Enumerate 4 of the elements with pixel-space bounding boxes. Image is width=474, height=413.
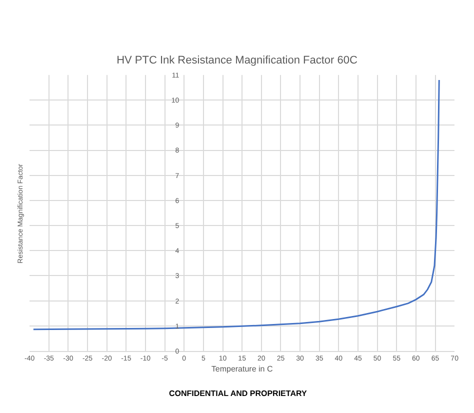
chart-title: HV PTC Ink Resistance Magnification Factor 60C	[116, 54, 358, 67]
line-series	[32, 79, 440, 330]
x-axis-title: Temperature in C	[211, 364, 273, 374]
text: CONFIDENTIAL AND PROPRIETARY	[169, 389, 308, 398]
